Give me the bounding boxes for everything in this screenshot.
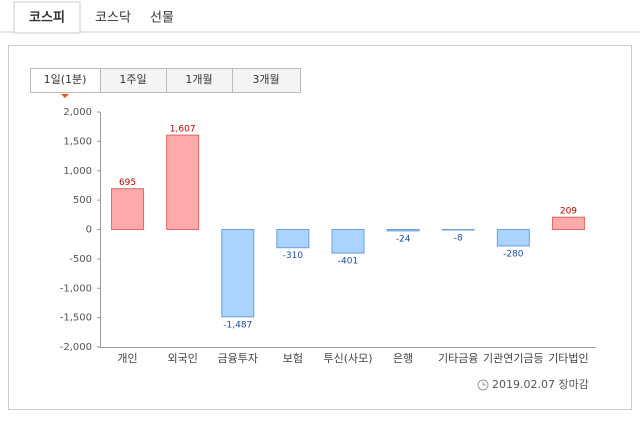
y-tick-label: 1,000 bbox=[63, 166, 92, 177]
y-tick-label: -500 bbox=[69, 254, 92, 265]
bar bbox=[387, 230, 419, 231]
period-tab[interactable]: 1개월 bbox=[185, 73, 212, 86]
x-tick-label: 기타법인 bbox=[548, 352, 588, 365]
value-label: -310 bbox=[283, 251, 304, 261]
bar bbox=[222, 230, 254, 317]
x-tick-label: 보험 bbox=[283, 352, 303, 365]
x-tick-label: 금융투자 bbox=[218, 352, 258, 365]
period-tab[interactable]: 1주일 bbox=[119, 72, 146, 86]
bar bbox=[497, 230, 529, 246]
tab[interactable]: 선물 bbox=[150, 11, 174, 26]
y-tick-label: 0 bbox=[86, 225, 92, 236]
x-tick-label: 기관연기금등 bbox=[483, 352, 544, 365]
period-tab[interactable]: 3개월 bbox=[252, 73, 279, 86]
y-tick-label: 2,000 bbox=[63, 107, 92, 118]
value-label: -8 bbox=[454, 233, 463, 243]
value-label: -24 bbox=[396, 234, 411, 244]
y-tick-label: -2,000 bbox=[60, 342, 92, 353]
x-tick-label: 투신(사모) bbox=[323, 352, 372, 365]
y-tick-label: 1,500 bbox=[63, 136, 92, 147]
y-tick-label: 500 bbox=[73, 195, 92, 206]
y-tick-label: -1,500 bbox=[60, 313, 92, 324]
footer: 2019.02.07 장마감 bbox=[478, 378, 589, 391]
footer-text: 2019.02.07 장마감 bbox=[492, 378, 589, 391]
value-label: 1,607 bbox=[170, 125, 196, 135]
value-label: 209 bbox=[560, 207, 577, 217]
value-label: -401 bbox=[338, 257, 358, 267]
period-tab[interactable]: 1일(1분) bbox=[44, 72, 87, 86]
bar bbox=[552, 217, 584, 229]
tab[interactable]: 코스닥 bbox=[95, 11, 131, 26]
x-tick-label: 외국인 bbox=[167, 352, 197, 365]
value-label: 695 bbox=[119, 178, 136, 188]
bar bbox=[277, 230, 309, 248]
value-label: -280 bbox=[503, 249, 524, 259]
x-tick-label: 개인 bbox=[117, 352, 137, 365]
x-tick-label: 기타금융 bbox=[438, 352, 478, 365]
x-tick-label: 은행 bbox=[393, 352, 413, 365]
bar bbox=[167, 135, 199, 229]
tab[interactable]: 코스피 bbox=[29, 11, 65, 26]
value-label: -1,487 bbox=[223, 320, 252, 330]
bar bbox=[332, 230, 364, 254]
y-tick-label: -1,000 bbox=[60, 283, 92, 294]
bar bbox=[112, 189, 144, 230]
